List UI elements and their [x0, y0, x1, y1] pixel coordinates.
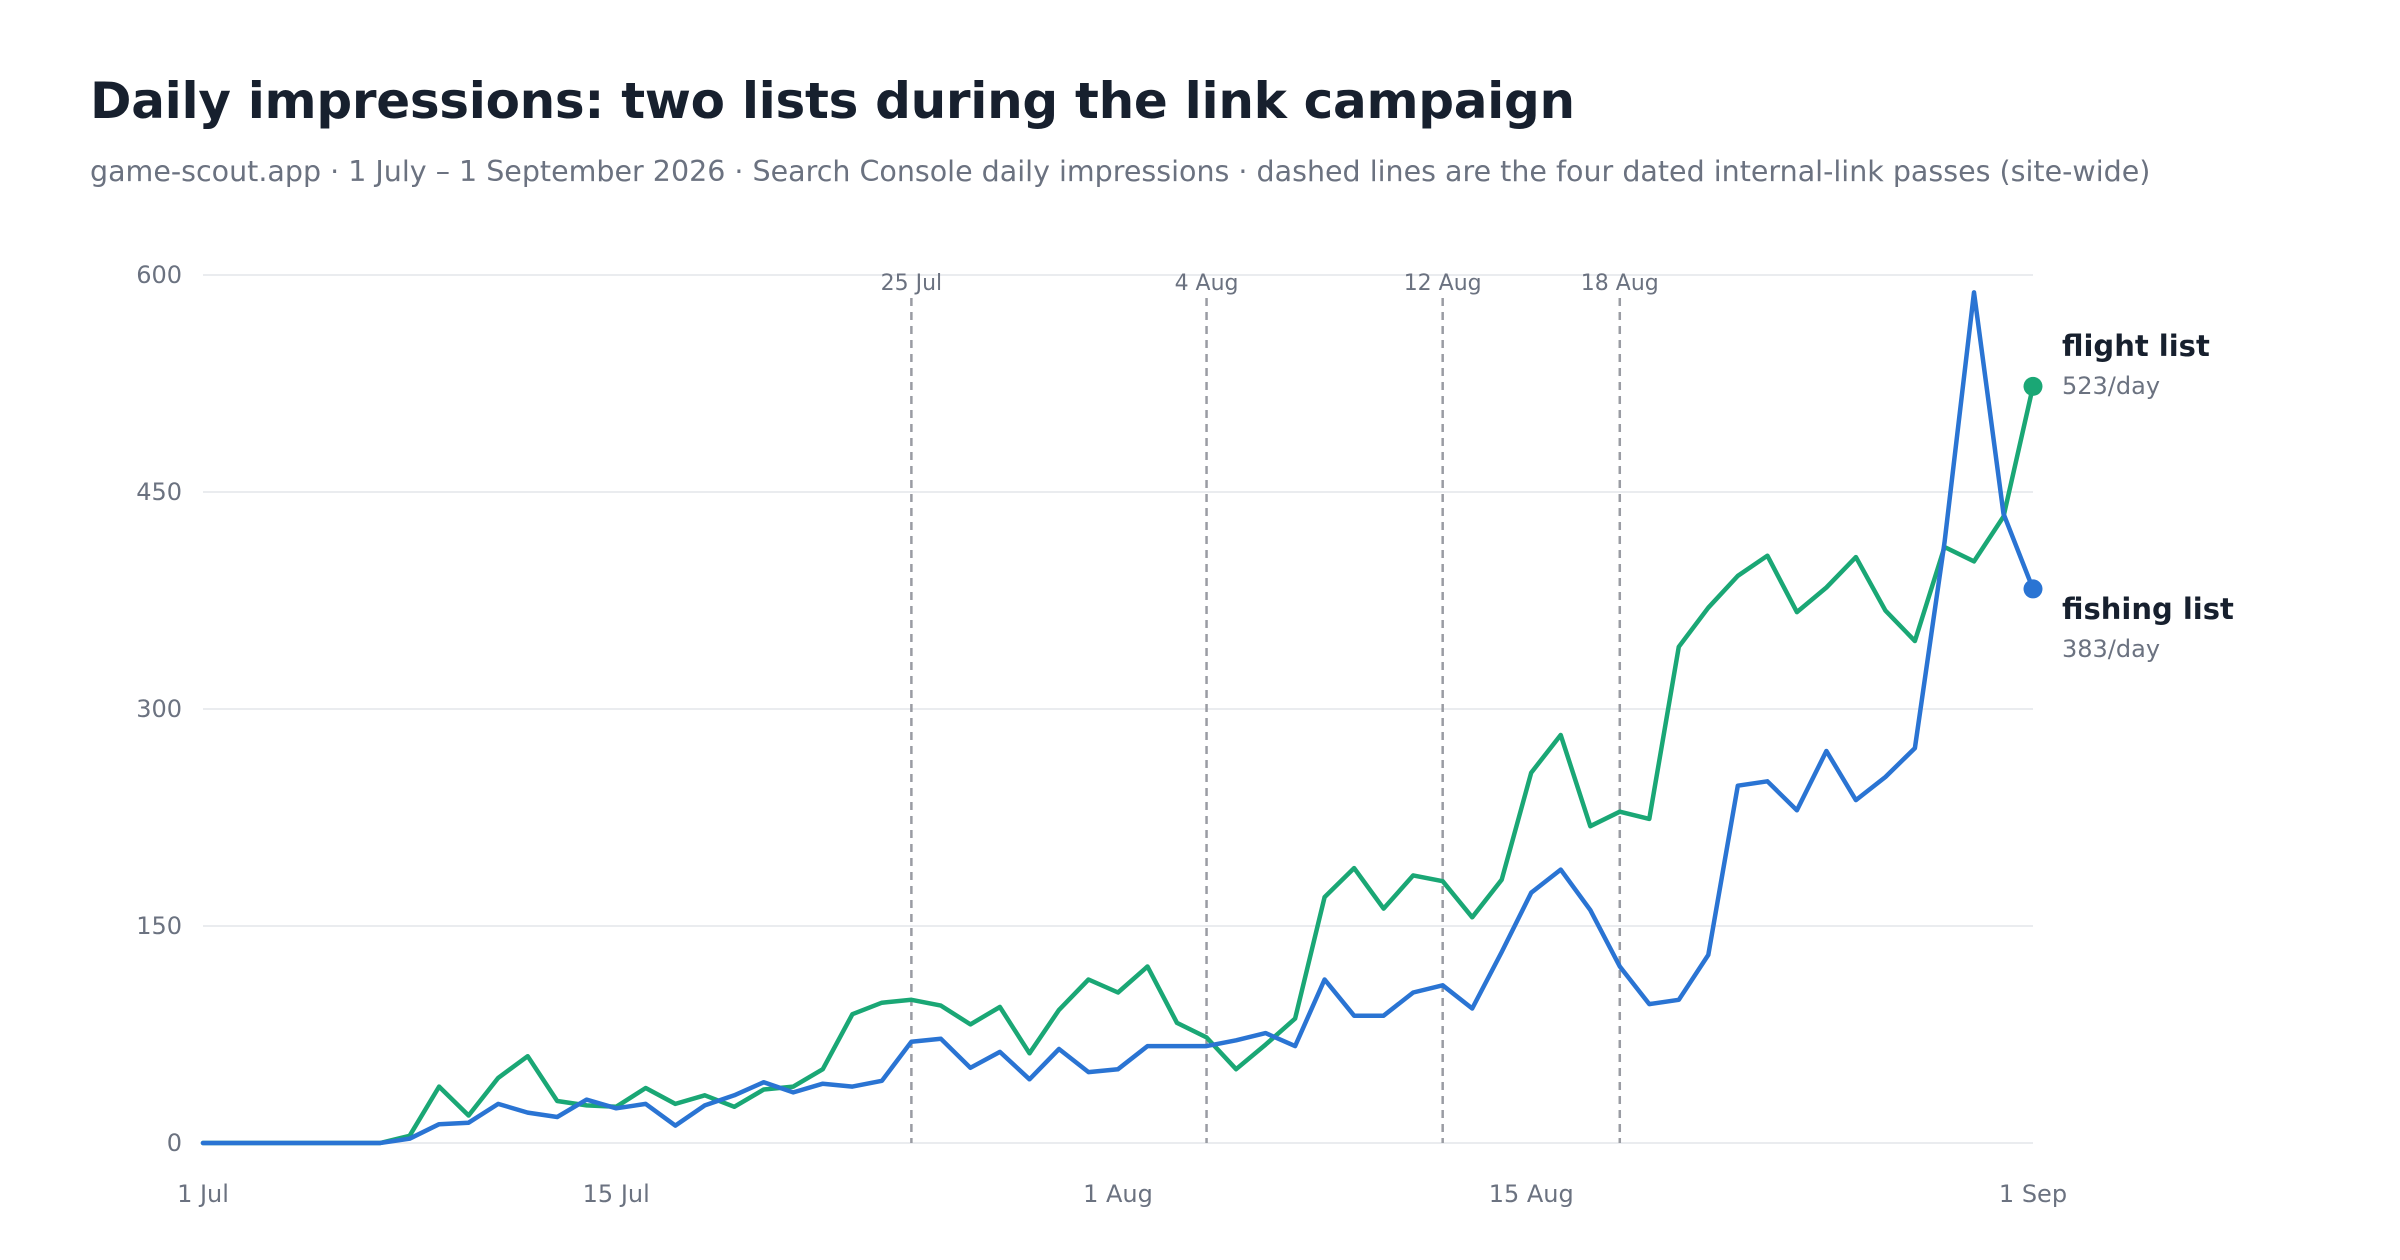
y-tick-label: 600	[136, 261, 182, 289]
event-markers: 25 Jul 4 Aug 12 Aug 18 Aug	[881, 271, 1659, 1143]
y-tick-label: 300	[136, 695, 182, 723]
x-tick-label: 1 Jul	[177, 1180, 229, 1208]
y-tick-label: 150	[136, 912, 182, 940]
y-axis-ticks: 0 150 300 450 600	[136, 261, 182, 1157]
series-name-label: fishing list	[2062, 592, 2234, 626]
series-name-label: flight list	[2062, 329, 2210, 363]
series-end-labels: flight list 523/day fishing list 383/day	[2062, 329, 2234, 663]
x-tick-label: 15 Jul	[583, 1180, 650, 1208]
chart-subtitle: game-scout.app · 1 July – 1 September 20…	[90, 155, 2151, 188]
y-tick-label: 450	[136, 478, 182, 506]
series-line-fishing-list	[200, 290, 2036, 1146]
series-end-dot	[2023, 579, 2043, 599]
series-lines	[200, 290, 2043, 1146]
event-label: 25 Jul	[881, 271, 943, 296]
chart-title: Daily impressions: two lists during the …	[90, 72, 1575, 130]
event-label: 12 Aug	[1404, 271, 1482, 296]
series-line-flight-list	[200, 384, 2036, 1146]
event-label: 18 Aug	[1581, 271, 1659, 296]
y-gridlines	[203, 274, 2033, 1144]
x-tick-label: 1 Sep	[1999, 1180, 2067, 1208]
series-end-value-label: 523/day	[2062, 372, 2160, 400]
series-end-dot	[2023, 376, 2043, 396]
event-label: 4 Aug	[1175, 271, 1239, 296]
x-tick-label: 1 Aug	[1083, 1180, 1153, 1208]
x-tick-label: 15 Aug	[1489, 1180, 1574, 1208]
series-end-value-label: 383/day	[2062, 635, 2160, 663]
x-axis-ticks: 1 Jul 15 Jul 1 Aug 15 Aug 1 Sep	[177, 1180, 2067, 1208]
y-tick-label: 0	[167, 1129, 182, 1157]
